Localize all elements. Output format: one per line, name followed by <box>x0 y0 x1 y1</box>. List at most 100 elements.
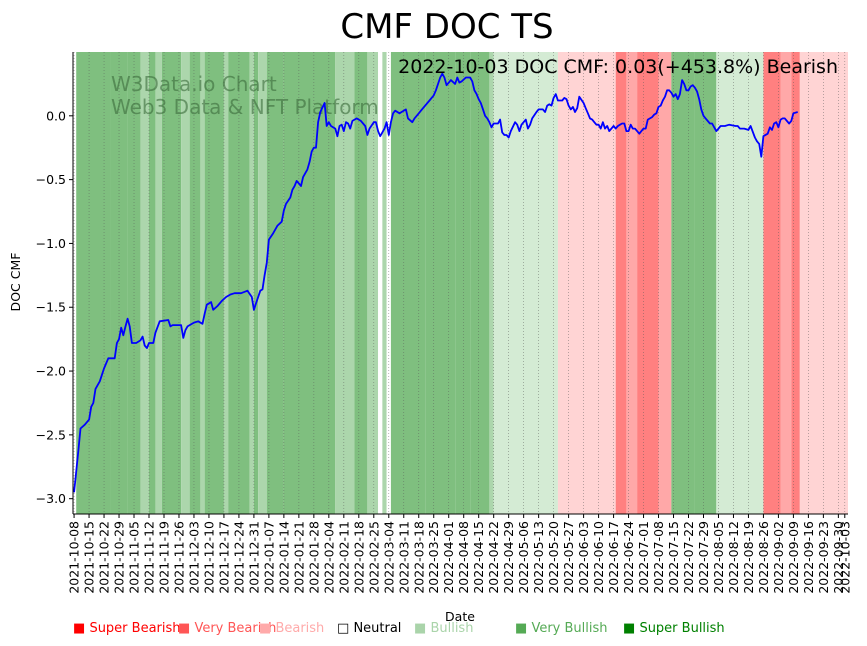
x-tick-label-9: 2021-12-10 <box>201 521 216 594</box>
legend-bearish: ■ Bearish <box>259 621 324 636</box>
band-17 <box>266 52 284 514</box>
band-33 <box>626 52 638 514</box>
legend-label-bearish: Bearish <box>275 621 325 636</box>
vertical-gridlines <box>73 52 846 514</box>
x-tick-label-10: 2021-12-17 <box>216 521 231 594</box>
band-22 <box>378 52 383 514</box>
x-tick-label-22: 2022-03-11 <box>396 521 411 594</box>
x-tick-label-2: 2021-10-22 <box>97 521 112 594</box>
x-tick-label-50: 2022-09-23 <box>816 521 831 594</box>
x-tick-label-23: 2022-03-18 <box>411 521 426 594</box>
band-38 <box>716 52 743 514</box>
legend-label-very-bullish: Very Bullish <box>531 621 608 636</box>
x-tick-label-45: 2022-08-19 <box>741 521 756 594</box>
legend-very-bullish: ■ Very Bullish <box>515 621 608 636</box>
legend-swatch-super-bearish: ■ <box>73 621 86 636</box>
watermark-line-2: Web3 Data & NFT Platform <box>111 95 379 119</box>
band-41 <box>780 52 792 514</box>
x-tick-label-3: 2021-10-29 <box>112 521 127 594</box>
band-35 <box>658 52 672 514</box>
x-tick-label-13: 2022-01-07 <box>261 521 276 594</box>
band-26 <box>425 52 456 514</box>
x-tick-label-12: 2021-12-31 <box>246 521 261 594</box>
band-19 <box>335 52 355 514</box>
latest-value-annotation: 2022-10-03 DOC CMF: 0.03(+453.8%) Bearis… <box>398 56 838 78</box>
x-tick-label-38: 2022-07-01 <box>636 521 651 594</box>
y-axis-label: DOC CMF <box>8 253 23 312</box>
band-14 <box>249 52 254 514</box>
band-21 <box>367 52 379 514</box>
x-tick-label-28: 2022-04-22 <box>486 521 501 594</box>
legend-label-very-bearish: Very Bearish <box>194 621 277 636</box>
watermark-line-1: W3Data.io Chart <box>111 72 277 96</box>
y-axis-ticks: 0.0 −0.5 −1.0 −1.5 −2.0 −2.5 −3.0 <box>36 108 73 506</box>
x-tick-label-46: 2022-08-26 <box>756 521 771 594</box>
y-tick-label-4: −2.0 <box>36 364 66 379</box>
x-tick-label-43: 2022-08-05 <box>711 521 726 594</box>
x-tick-label-42: 2022-07-29 <box>696 521 711 594</box>
x-tick-label-47: 2022-09-02 <box>771 521 786 594</box>
x-tick-label-4: 2021-11-05 <box>127 521 142 594</box>
band-7 <box>161 52 182 514</box>
sentiment-bands <box>74 52 848 514</box>
watermark: W3Data.io Chart Web3 Data & NFT Platform <box>111 72 379 119</box>
band-25 <box>390 52 426 514</box>
band-30 <box>493 52 558 514</box>
x-tick-label-36: 2022-06-17 <box>606 521 621 594</box>
x-tick-label-25: 2022-04-01 <box>441 521 456 594</box>
legend-swatch-very-bearish: ■ <box>178 621 191 636</box>
x-tick-label-35: 2022-06-10 <box>591 521 606 594</box>
band-42 <box>791 52 800 514</box>
x-tick-label-39: 2022-07-08 <box>651 521 666 594</box>
legend: ■ Super Bearish ■ Very Bearish ■ Bearish… <box>73 621 853 639</box>
x-tick-label-20: 2022-02-25 <box>366 521 381 594</box>
band-28 <box>470 52 490 514</box>
band-4 <box>140 52 150 514</box>
y-tick-label-1: −0.5 <box>36 172 66 187</box>
band-10 <box>200 52 205 514</box>
band-6 <box>155 52 162 514</box>
y-tick-label-0: 0.0 <box>46 108 66 123</box>
y-tick-label-2: −1.0 <box>36 236 66 251</box>
band-9 <box>189 52 201 514</box>
legend-label-super-bearish: Super Bearish <box>89 621 181 636</box>
legend-swatch-very-bullish: ■ <box>515 621 528 636</box>
band-12 <box>223 52 229 514</box>
legend-very-bearish: ■ Very Bearish <box>178 621 276 636</box>
x-axis-ticks: 2021-10-08 2021-10-15 2021-10-22 2021-10-29… <box>67 514 852 594</box>
x-tick-label-18: 2022-02-11 <box>336 521 351 594</box>
legend-neutral: □ Neutral <box>337 621 401 636</box>
x-tick-label-5: 2021-11-12 <box>142 521 157 594</box>
band-11 <box>204 52 224 514</box>
series-layer <box>73 72 798 493</box>
band-31 <box>557 52 616 514</box>
band-36 <box>671 52 695 514</box>
legend-super-bullish: ■ Super Bullish <box>623 621 725 636</box>
band-1 <box>76 52 111 514</box>
band-32 <box>615 52 627 514</box>
band-18 <box>283 52 336 514</box>
x-tick-label-1: 2021-10-15 <box>82 521 97 594</box>
x-tick-label-16: 2022-01-28 <box>306 521 321 594</box>
x-tick-label-7: 2021-11-26 <box>171 521 186 594</box>
legend-bullish: ■ Bullish <box>414 621 473 636</box>
x-tick-label-33: 2022-05-27 <box>561 521 576 594</box>
y-tick-label-3: −1.5 <box>36 300 66 315</box>
band-23 <box>382 52 387 514</box>
x-tick-label-48: 2022-09-09 <box>786 521 801 594</box>
x-tick-label-15: 2022-01-21 <box>291 521 306 594</box>
x-tick-label-31: 2022-05-13 <box>531 521 546 594</box>
x-tick-label-32: 2022-05-20 <box>546 521 561 594</box>
band-0 <box>74 52 77 514</box>
band-29 <box>489 52 494 514</box>
legend-swatch-bearish: ■ <box>259 621 272 636</box>
x-tick-label-6: 2021-11-19 <box>156 521 171 594</box>
x-tick-label-21: 2022-03-04 <box>381 521 396 594</box>
x-tick-label-37: 2022-06-24 <box>621 521 636 594</box>
x-tick-label-41: 2022-07-22 <box>681 521 696 594</box>
x-tick-label-40: 2022-07-15 <box>666 521 681 594</box>
x-tick-label-30: 2022-05-06 <box>516 521 531 594</box>
legend-swatch-bullish: ■ <box>414 621 427 636</box>
x-tick-label-29: 2022-04-29 <box>501 521 516 594</box>
